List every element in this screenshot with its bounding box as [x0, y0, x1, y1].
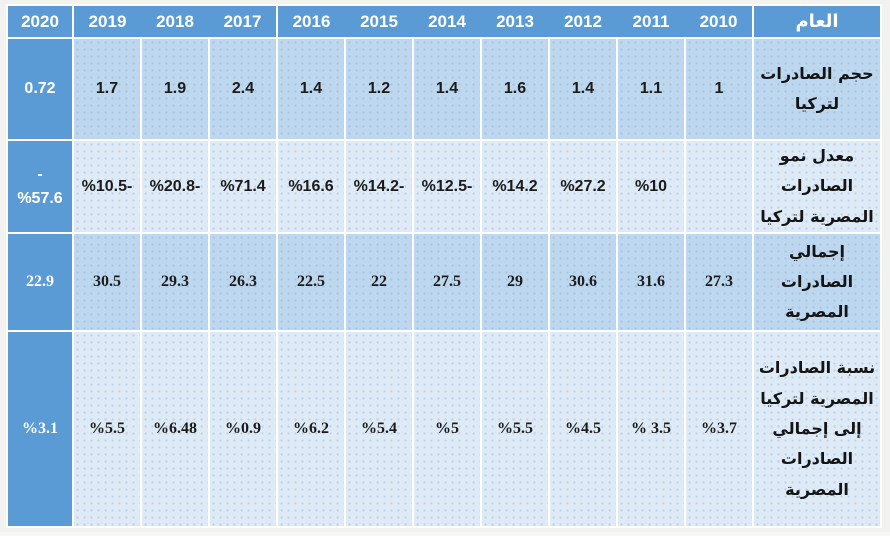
cell-2016: 22.5	[276, 232, 346, 333]
year-header-2012: 2012	[549, 5, 617, 39]
year-header-2018: 2018	[141, 5, 209, 39]
cell-2015: %5.4	[344, 330, 414, 529]
cell-2012: 1.4	[548, 37, 618, 141]
cell-2018: %6.48	[140, 330, 210, 529]
page: 2020 2019 2018 2017 2016 2015 2014 2013 …	[0, 4, 890, 536]
cell-2012: %4.5	[548, 330, 618, 529]
cell-2011: 1.1	[616, 37, 686, 141]
row-exports-volume: 0.72 1.7 1.9 2.4 1.4 1.2 1.4 1.6 1.4 1.1…	[6, 37, 882, 141]
cell-2010: %3.7	[684, 330, 754, 529]
cell-2017: 2.4	[208, 37, 278, 141]
year-header-2019: 2019	[72, 5, 141, 39]
cell-2010-empty	[684, 138, 754, 235]
cell-2019: %10.5-	[72, 138, 142, 235]
cell-2018: 1.9	[140, 37, 210, 141]
year-column-title: العام	[752, 5, 881, 39]
cell-2015: 22	[344, 232, 414, 333]
year-header-2013: 2013	[481, 5, 549, 39]
cell-2017: 26.3	[208, 232, 278, 333]
cell-2014: 1.4	[412, 37, 482, 141]
cell-2011: % 3.5	[616, 330, 686, 529]
cell-2020: - %57.6	[6, 138, 74, 235]
header-row: 2020 2019 2018 2017 2016 2015 2014 2013 …	[7, 5, 881, 39]
cell-2016: %16.6	[276, 138, 346, 235]
cell-2019: 1.7	[72, 37, 142, 141]
cell-2013: 1.6	[480, 37, 550, 141]
year-header-2010: 2010	[685, 5, 753, 39]
cell-2010: 1	[684, 37, 754, 141]
cell-2020: 0.72	[6, 37, 74, 141]
year-header-2015: 2015	[345, 5, 413, 39]
cell-2020: 22.9	[6, 232, 74, 333]
cell-2013: %14.2	[480, 138, 550, 235]
year-header-2020: 2020	[7, 5, 73, 39]
cell-2017: %0.9	[208, 330, 278, 529]
cell-2010: 27.3	[684, 232, 754, 333]
row-exports-ratio: %3.1 %5.5 %6.48 %0.9 %6.2 %5.4 %5 %5.5 %…	[6, 330, 882, 529]
cell-2020: %3.1	[6, 330, 74, 529]
year-header-2011: 2011	[617, 5, 685, 39]
row-growth-rate: - %57.6 %10.5- %20.8- %71.4 %16.6 %14.2-…	[6, 138, 882, 235]
cell-2011: %10	[616, 138, 686, 235]
cell-2018: %20.8-	[140, 138, 210, 235]
cell-2019: 30.5	[72, 232, 142, 333]
cell-2013: 29	[480, 232, 550, 333]
row-label: إجمالي الصادرات المصرية	[752, 232, 882, 333]
bottom-margin	[0, 532, 890, 536]
row-label: معدل نمو الصادرات المصرية لتركيا	[752, 138, 882, 235]
row-label: حجم الصادرات لتركيا	[752, 37, 882, 141]
cell-2015: 1.2	[344, 37, 414, 141]
cell-2016: %6.2	[276, 330, 346, 529]
cell-2016: 1.4	[276, 37, 346, 141]
cell-2014: %12.5-	[412, 138, 482, 235]
year-header-2016: 2016	[276, 5, 345, 39]
cell-2017: %71.4	[208, 138, 278, 235]
cell-2011: 31.6	[616, 232, 686, 333]
cell-2019: %5.5	[72, 330, 142, 529]
cell-2012: 30.6	[548, 232, 618, 333]
row-total-exports: 22.9 30.5 29.3 26.3 22.5 22 27.5 29 30.6…	[6, 232, 882, 333]
row-label: نسبة الصادرات المصرية لتركيا إلى إجمالي …	[752, 330, 882, 529]
cell-2014: 27.5	[412, 232, 482, 333]
cell-2014: %5	[412, 330, 482, 529]
cell-2015: %14.2-	[344, 138, 414, 235]
cell-2013: %5.5	[480, 330, 550, 529]
egypt-turkey-exports-table: 2020 2019 2018 2017 2016 2015 2014 2013 …	[6, 4, 882, 529]
year-header-2017: 2017	[209, 5, 277, 39]
cell-2012: %27.2	[548, 138, 618, 235]
year-header-2014: 2014	[413, 5, 481, 39]
cell-2018: 29.3	[140, 232, 210, 333]
